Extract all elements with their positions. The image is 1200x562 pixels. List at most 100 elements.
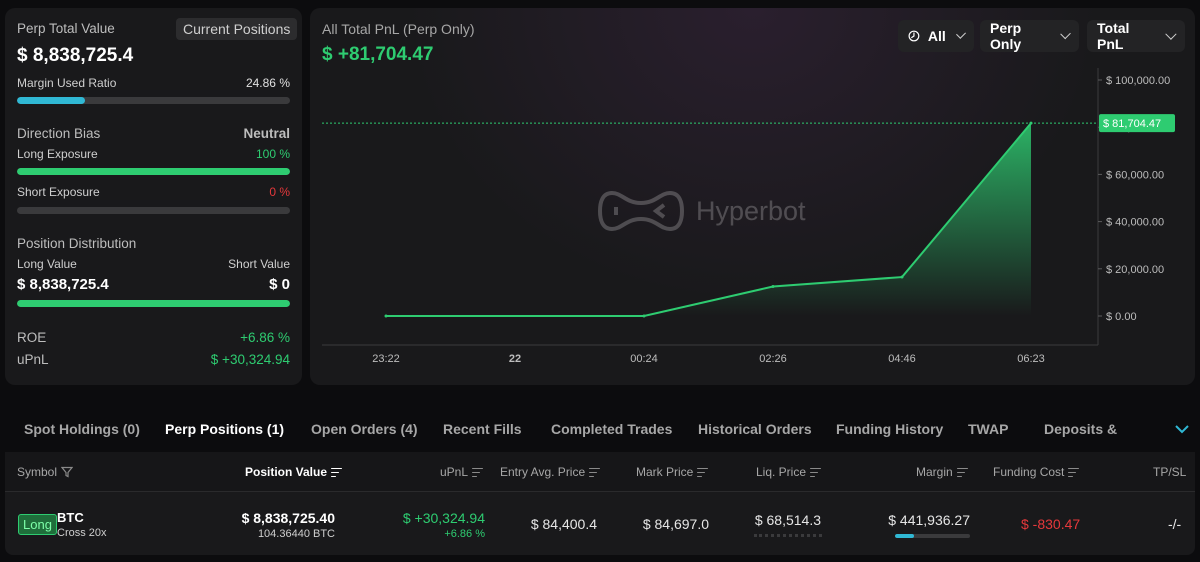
hyperbot-watermark: Hyperbot [598, 185, 806, 237]
pnl-area-fill [386, 123, 1031, 316]
liq-price-header-label: Liq. Price [756, 465, 807, 479]
long-exposure-bar-fill [17, 168, 290, 175]
symbol-column-header[interactable]: Symbol [17, 465, 74, 479]
long-exposure-bar [17, 168, 290, 175]
margin-used-bar-fill [17, 97, 85, 104]
long-exposure-value: 100 % [255, 147, 290, 161]
tab-twap[interactable]: TWAP [968, 421, 1009, 437]
funding-cost-column-header[interactable]: Funding Cost [993, 465, 1080, 479]
market-type-label: Perp Only [990, 20, 1022, 52]
funding-cost: $ -830.47 [1021, 516, 1081, 532]
position-value: $ 8,838,725.40 [241, 510, 335, 526]
short-exposure-bar [17, 207, 290, 214]
y-tick-label: $ 0.00 [1106, 311, 1137, 323]
sort-icon[interactable] [1068, 467, 1080, 477]
current-value-badge [1099, 114, 1175, 133]
hyperbot-logo-icon [598, 190, 684, 232]
entry-price-header-label: Entry Avg. Price [500, 465, 586, 479]
tab-perp-positions[interactable]: Perp Positions (1) [165, 421, 285, 437]
pnl-chart-card: All Total PnL (Perp Only) $ +81,704.47 A… [310, 8, 1195, 385]
time-range-dropdown[interactable]: All [898, 20, 974, 52]
upnl-percent: +6.86 % [444, 528, 485, 540]
pnl-metric-dropdown[interactable]: Total PnL [1087, 20, 1185, 52]
direction-bias-value: Neutral [243, 126, 290, 141]
tab-open-orders[interactable]: Open Orders (4) [311, 421, 418, 437]
tab-recent-fills[interactable]: Recent Fills [443, 421, 522, 437]
margin-used-bar [17, 97, 290, 104]
leverage-label: Cross 20x [57, 527, 107, 539]
liq-price-column-header[interactable]: Liq. Price [756, 465, 822, 479]
pnl-data-point [384, 314, 388, 318]
position-size: 104.36440 BTC [257, 528, 335, 540]
position-value-column-header[interactable]: Position Value [245, 465, 343, 479]
tab-completed-trades[interactable]: Completed Trades [551, 421, 673, 437]
table-header: Symbol Position Value uPnL Entry Avg. Pr… [5, 452, 1195, 492]
position-value-header-label: Position Value [245, 465, 328, 479]
sort-icon[interactable] [472, 467, 484, 477]
position-distribution-label: Position Distribution [17, 236, 137, 251]
liq-distance-indicator [754, 534, 822, 537]
pnl-data-point [900, 275, 904, 279]
long-exposure-label: Long Exposure [17, 147, 98, 161]
direction-bias-label: Direction Bias [17, 126, 101, 141]
tpsl-value[interactable]: -/- [1168, 516, 1182, 532]
x-tick-label: 00:24 [630, 353, 658, 365]
tab-deposits-withdrawals[interactable]: Deposits & Withdraw [1044, 421, 1118, 437]
clock-icon [908, 30, 920, 42]
perp-total-value-label: Perp Total Value [17, 21, 115, 36]
chevron-down-icon[interactable] [1175, 423, 1189, 435]
long-value-label: Long Value [17, 257, 77, 271]
side-badge: Long [18, 514, 57, 535]
short-value: $ 0 [269, 276, 290, 293]
sort-icon[interactable] [331, 467, 343, 477]
sort-icon[interactable] [589, 467, 601, 477]
entry-avg-price: $ 84,400.4 [530, 516, 597, 532]
tab-spot-holdings[interactable]: Spot Holdings (0) [24, 421, 140, 437]
chart-title: All Total PnL (Perp Only) [322, 21, 475, 37]
tpsl-column-header: TP/SL [1153, 465, 1187, 479]
sort-icon[interactable] [956, 467, 968, 477]
perp-summary-card: Perp Total Value Current Positions $ 8,8… [5, 8, 302, 385]
sort-icon[interactable] [697, 467, 709, 477]
y-tick-label: $ 100,000.00 [1106, 75, 1170, 87]
x-tick-label: 04:46 [888, 353, 916, 365]
current-positions-button[interactable]: Current Positions [176, 18, 298, 40]
margin-column-header[interactable]: Margin [916, 465, 968, 479]
short-exposure-label: Short Exposure [17, 185, 100, 199]
upnl-label: uPnL [17, 352, 49, 367]
upnl-value: $ +30,324.94 [402, 510, 485, 526]
mark-price-header-label: Mark Price [636, 465, 694, 479]
chart-total-value: $ +81,704.47 [322, 44, 434, 65]
y-tick-label: $ 20,000.00 [1106, 264, 1164, 276]
upnl-value: $ +30,324.94 [210, 352, 290, 367]
time-range-label: All [927, 28, 946, 44]
funding-cost-header-label: Funding Cost [993, 465, 1065, 479]
roe-value: +6.86 % [240, 330, 290, 345]
symbol-name[interactable]: BTC [57, 510, 84, 525]
filter-icon[interactable] [61, 466, 74, 478]
current-value-badge-label: $ 81,704.47 [1103, 118, 1161, 130]
tab-funding-history[interactable]: Funding History [836, 421, 944, 437]
pnl-area-chart[interactable]: $ 100,000.00$ 80,000.00$ 60,000.00$ 40,0… [310, 8, 1195, 385]
upnl-column-header[interactable]: uPnL [440, 465, 484, 479]
short-exposure-value: 0 % [269, 185, 290, 199]
y-tick-label: $ 40,000.00 [1106, 217, 1164, 229]
entry-price-column-header[interactable]: Entry Avg. Price [500, 465, 601, 479]
x-tick-label: 23:22 [372, 353, 400, 365]
margin-bar-fill [895, 534, 914, 538]
mark-price-column-header[interactable]: Mark Price [636, 465, 709, 479]
liq-price: $ 68,514.3 [754, 512, 821, 528]
position-distribution-bar [17, 300, 290, 307]
positions-tab-bar: Spot Holdings (0) Perp Positions (1) Ope… [0, 410, 1200, 448]
x-tick-label: 02:26 [759, 353, 787, 365]
tab-historical-orders[interactable]: Historical Orders [698, 421, 812, 437]
market-type-dropdown[interactable]: Perp Only [980, 20, 1079, 52]
roe-label: ROE [17, 330, 47, 345]
x-tick-label: 06:23 [1017, 353, 1045, 365]
sort-icon[interactable] [810, 467, 822, 477]
perp-positions-table: Symbol Position Value uPnL Entry Avg. Pr… [5, 452, 1195, 555]
upnl-header-label: uPnL [440, 465, 469, 479]
margin-used-ratio-label: Margin Used Ratio [17, 76, 117, 90]
long-value: $ 8,838,725.4 [17, 276, 109, 293]
pnl-data-point [771, 285, 775, 288]
